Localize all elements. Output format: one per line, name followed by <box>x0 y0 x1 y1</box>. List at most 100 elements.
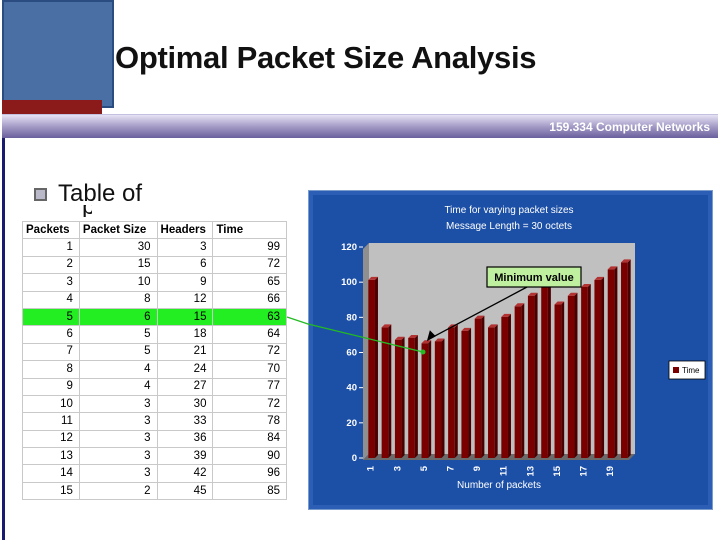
legend-swatch <box>673 367 679 373</box>
x-tick-label: 15 <box>552 465 563 476</box>
x-tick-label: 1 <box>366 465 377 471</box>
bar-side <box>428 340 432 458</box>
bullet-heading: Table of <box>58 180 143 207</box>
legend-box <box>668 360 706 380</box>
x-tick-label: 11 <box>499 465 510 476</box>
table-row: 13 3 39 90 <box>22 447 287 466</box>
x-axis-label: Number of packets <box>457 480 541 491</box>
bar-side <box>454 324 458 458</box>
y-tick-label: 60 <box>346 348 357 359</box>
connector-dot <box>420 349 426 355</box>
annotation-arrowhead <box>426 330 436 342</box>
bar-top <box>581 283 591 287</box>
bar-front <box>607 269 615 458</box>
bar-top <box>421 340 432 344</box>
bar-top <box>408 334 418 338</box>
chart-panel: Time for varying packet sizes Message Len… <box>308 190 713 510</box>
bar-side <box>414 334 418 458</box>
bar <box>594 276 605 458</box>
bar-top <box>514 303 525 307</box>
table-row-highlighted: 5 6 15 63 <box>22 307 287 327</box>
bar-side <box>507 313 511 458</box>
bar-side <box>494 324 498 458</box>
table-row: 15 2 45 85 <box>22 481 287 501</box>
bar-side <box>587 283 591 458</box>
course-label: 159.334 Computer Networks <box>549 120 710 134</box>
y-tick-label: 0 <box>352 453 357 464</box>
table-cell: 6 <box>78 307 158 327</box>
bar <box>381 324 392 458</box>
bar-front <box>514 306 522 458</box>
logo-block <box>2 0 114 108</box>
table-cell: 63 <box>212 307 287 327</box>
bar-front <box>368 279 375 458</box>
table-row: 12 3 36 84 <box>22 429 287 449</box>
bar <box>581 283 591 458</box>
plot-side-wall <box>363 243 369 460</box>
left-rule <box>2 138 5 540</box>
table-cell: 15 <box>22 481 80 501</box>
table-row: 11 3 33 78 <box>22 412 287 431</box>
bar <box>488 324 498 458</box>
bullet-heading-tail: p <box>82 205 92 217</box>
bar <box>474 315 485 458</box>
annotation: Minimum value <box>426 266 582 342</box>
table-row: 8 4 24 70 <box>22 360 287 379</box>
bar-side <box>614 266 618 458</box>
bar-front <box>394 339 402 458</box>
bar <box>461 327 472 458</box>
bar-front <box>448 327 455 458</box>
connector-line <box>286 316 424 353</box>
table-cell: 72 <box>212 342 287 362</box>
bar-top <box>554 301 565 305</box>
table-cell: 15 <box>78 255 158 275</box>
table-body: 1 30 3 99 2 15 6 72 3 10 9 65 4 8 12 66 5 6 15 63 6 5 18 64 7 5 21… <box>22 238 287 501</box>
table-cell: 72 <box>212 255 287 275</box>
bar-top <box>527 292 538 296</box>
bar-top <box>501 313 511 317</box>
table-cell: 78 <box>212 412 287 431</box>
bar <box>434 338 445 458</box>
table-cell: 15 <box>156 307 214 327</box>
bar-front <box>488 327 495 458</box>
y-tick-label: 20 <box>346 418 357 429</box>
annotation-box <box>486 266 582 288</box>
table-row: 2 15 6 72 <box>22 255 287 275</box>
bar-top <box>394 336 405 340</box>
x-tick-label: 3 <box>392 466 403 471</box>
bar-side <box>547 282 551 458</box>
bar-front <box>594 279 602 458</box>
bar-side <box>441 338 445 458</box>
logo-strip <box>2 100 102 114</box>
bar <box>408 334 418 458</box>
bar <box>567 292 578 458</box>
bar-top <box>461 327 472 331</box>
x-tick-label: 9 <box>472 466 483 471</box>
bar-front <box>581 286 588 458</box>
table-header-cell: Headers <box>156 220 214 240</box>
bar-side <box>388 324 392 458</box>
bar <box>607 266 618 458</box>
bar-side <box>401 336 405 458</box>
bar <box>621 259 631 458</box>
bullet-icon <box>34 188 47 201</box>
bar-top <box>434 338 445 342</box>
bar-top <box>567 292 578 296</box>
table-row: 6 5 18 64 <box>22 325 287 344</box>
legend-label: Time <box>682 366 700 375</box>
table-row: 3 10 9 65 <box>22 273 287 292</box>
bar-front <box>421 343 429 458</box>
bar-front <box>434 341 442 458</box>
table-cell: 45 <box>156 481 214 501</box>
bar-chart: Time for varying packet sizes Message Len… <box>341 205 706 491</box>
plot-floor <box>363 454 635 460</box>
bar-side <box>468 327 472 458</box>
bar-side <box>481 315 485 458</box>
y-tick-label: 100 <box>341 277 357 288</box>
bar-side <box>534 292 538 458</box>
slide-title: Optimal Packet Size Analysis <box>115 40 537 75</box>
bar-top <box>381 324 392 328</box>
y-tick-label: 120 <box>341 242 357 253</box>
table-cell: 2 <box>78 481 158 501</box>
bar-top <box>621 259 631 263</box>
